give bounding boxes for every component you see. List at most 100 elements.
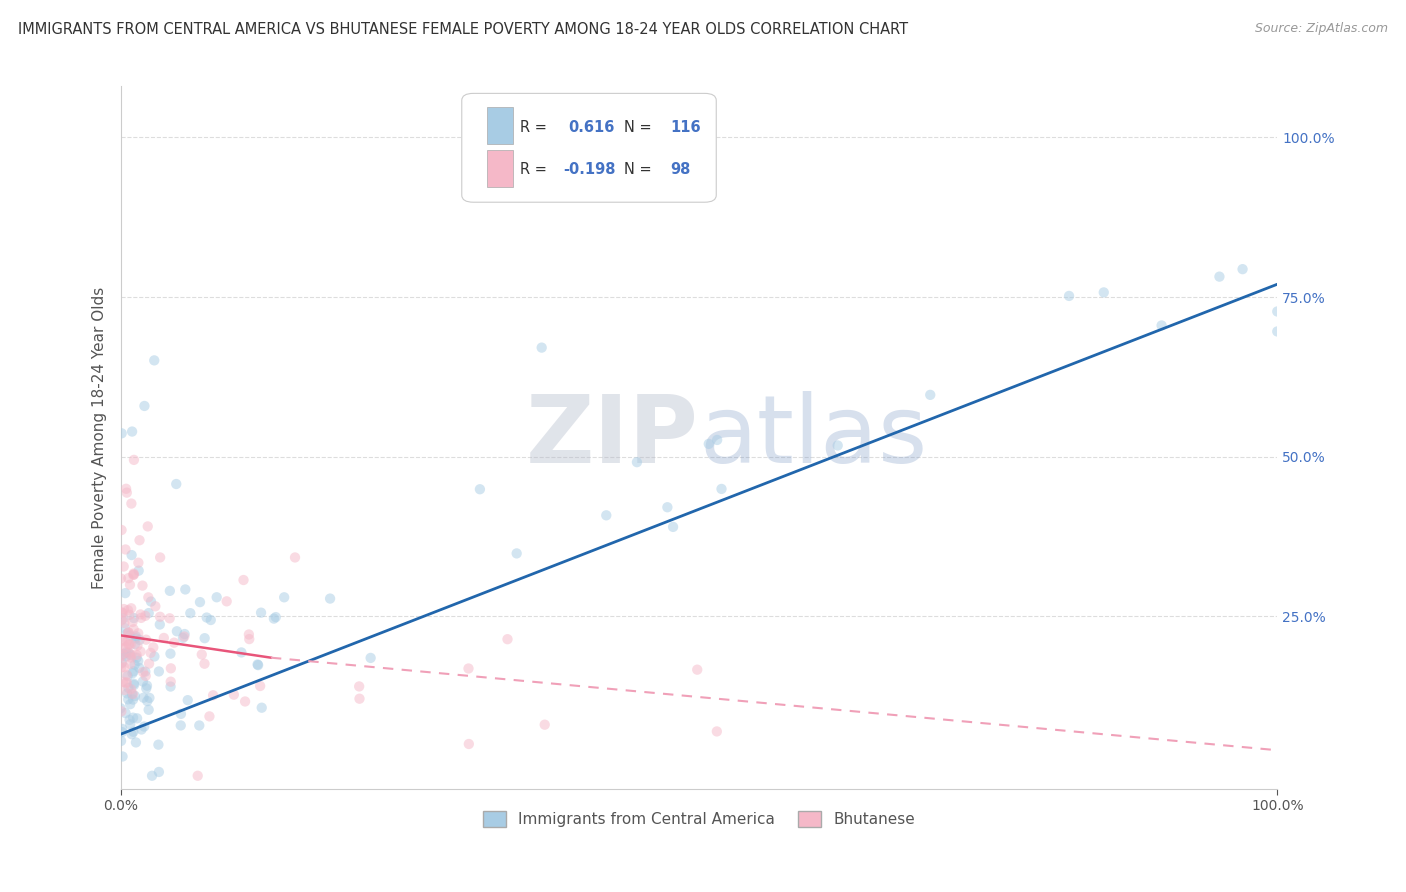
Point bbox=[110, 649, 132, 664]
Point bbox=[202, 688, 225, 702]
Point bbox=[114, 706, 136, 720]
Point bbox=[194, 631, 217, 645]
Point bbox=[1150, 318, 1173, 333]
Point bbox=[120, 497, 142, 511]
Point bbox=[135, 681, 157, 696]
Point bbox=[188, 595, 211, 609]
Legend: Immigrants from Central America, Bhutanese: Immigrants from Central America, Bhutane… bbox=[477, 805, 921, 833]
Point bbox=[172, 631, 194, 645]
Text: N =: N = bbox=[624, 120, 657, 135]
Point bbox=[231, 645, 253, 659]
Point bbox=[115, 668, 138, 682]
Point bbox=[110, 523, 132, 537]
Point bbox=[138, 703, 160, 717]
Point bbox=[117, 638, 139, 652]
Point bbox=[112, 674, 135, 689]
Point bbox=[136, 519, 159, 533]
Point bbox=[117, 681, 139, 695]
Point bbox=[122, 567, 145, 582]
Point bbox=[110, 734, 132, 748]
Point bbox=[122, 622, 145, 636]
Point bbox=[129, 607, 152, 622]
Point bbox=[120, 657, 142, 671]
Point bbox=[200, 613, 222, 627]
FancyBboxPatch shape bbox=[488, 150, 513, 186]
Point bbox=[319, 591, 342, 606]
Point bbox=[149, 617, 172, 632]
Text: N =: N = bbox=[624, 162, 657, 178]
Point bbox=[530, 341, 553, 355]
Point bbox=[129, 644, 152, 658]
Point bbox=[238, 632, 260, 646]
Point bbox=[173, 630, 195, 644]
Point bbox=[111, 749, 134, 764]
Point bbox=[139, 594, 162, 608]
Point bbox=[159, 583, 181, 598]
Point bbox=[273, 591, 295, 605]
Point bbox=[122, 566, 145, 581]
Point bbox=[118, 628, 141, 642]
Point bbox=[112, 559, 135, 574]
Point bbox=[135, 632, 157, 647]
Point bbox=[134, 665, 156, 679]
Point bbox=[110, 572, 132, 586]
Point bbox=[142, 640, 165, 655]
Point bbox=[120, 650, 142, 665]
Text: atlas: atlas bbox=[699, 392, 927, 483]
Text: Source: ZipAtlas.com: Source: ZipAtlas.com bbox=[1254, 22, 1388, 36]
Point bbox=[118, 713, 141, 727]
Point bbox=[120, 717, 142, 731]
Point bbox=[115, 686, 138, 700]
Text: 98: 98 bbox=[671, 162, 690, 178]
Point bbox=[115, 645, 138, 659]
Point bbox=[111, 606, 134, 620]
Point bbox=[198, 709, 221, 723]
Point bbox=[121, 727, 143, 741]
Point bbox=[349, 691, 371, 706]
Point bbox=[139, 646, 162, 660]
Point bbox=[115, 649, 138, 664]
Point bbox=[138, 606, 160, 620]
Point bbox=[595, 508, 617, 523]
Point bbox=[115, 640, 138, 655]
Point bbox=[124, 657, 146, 672]
Point bbox=[132, 690, 155, 705]
Point bbox=[706, 433, 728, 447]
Point bbox=[122, 678, 145, 692]
Point bbox=[120, 682, 142, 697]
Text: ZIP: ZIP bbox=[526, 392, 699, 483]
Point bbox=[122, 676, 145, 690]
Point bbox=[1092, 285, 1115, 300]
Point bbox=[117, 603, 139, 617]
Point bbox=[710, 482, 733, 496]
Point bbox=[215, 594, 238, 608]
Point bbox=[138, 657, 160, 671]
Point bbox=[148, 764, 170, 779]
Point bbox=[111, 647, 134, 661]
Point bbox=[132, 674, 155, 689]
Point bbox=[264, 610, 287, 624]
Point bbox=[131, 579, 153, 593]
Point bbox=[136, 694, 159, 708]
Point bbox=[238, 627, 260, 641]
Point bbox=[122, 687, 145, 701]
Point bbox=[114, 542, 136, 557]
Point bbox=[125, 629, 148, 643]
Point bbox=[128, 533, 150, 548]
Point bbox=[706, 724, 728, 739]
Point bbox=[166, 624, 188, 639]
Point bbox=[111, 725, 134, 739]
Point bbox=[222, 688, 245, 702]
Y-axis label: Female Poverty Among 18-24 Year Olds: Female Poverty Among 18-24 Year Olds bbox=[93, 286, 107, 589]
Point bbox=[165, 477, 187, 491]
Point bbox=[121, 548, 143, 562]
Point bbox=[347, 680, 370, 694]
Point bbox=[148, 665, 170, 679]
Point bbox=[121, 425, 143, 439]
Text: R =: R = bbox=[520, 120, 551, 135]
Point bbox=[149, 609, 172, 624]
Point bbox=[129, 611, 152, 625]
Point bbox=[110, 701, 132, 715]
Point bbox=[457, 661, 479, 675]
Point bbox=[920, 388, 942, 402]
